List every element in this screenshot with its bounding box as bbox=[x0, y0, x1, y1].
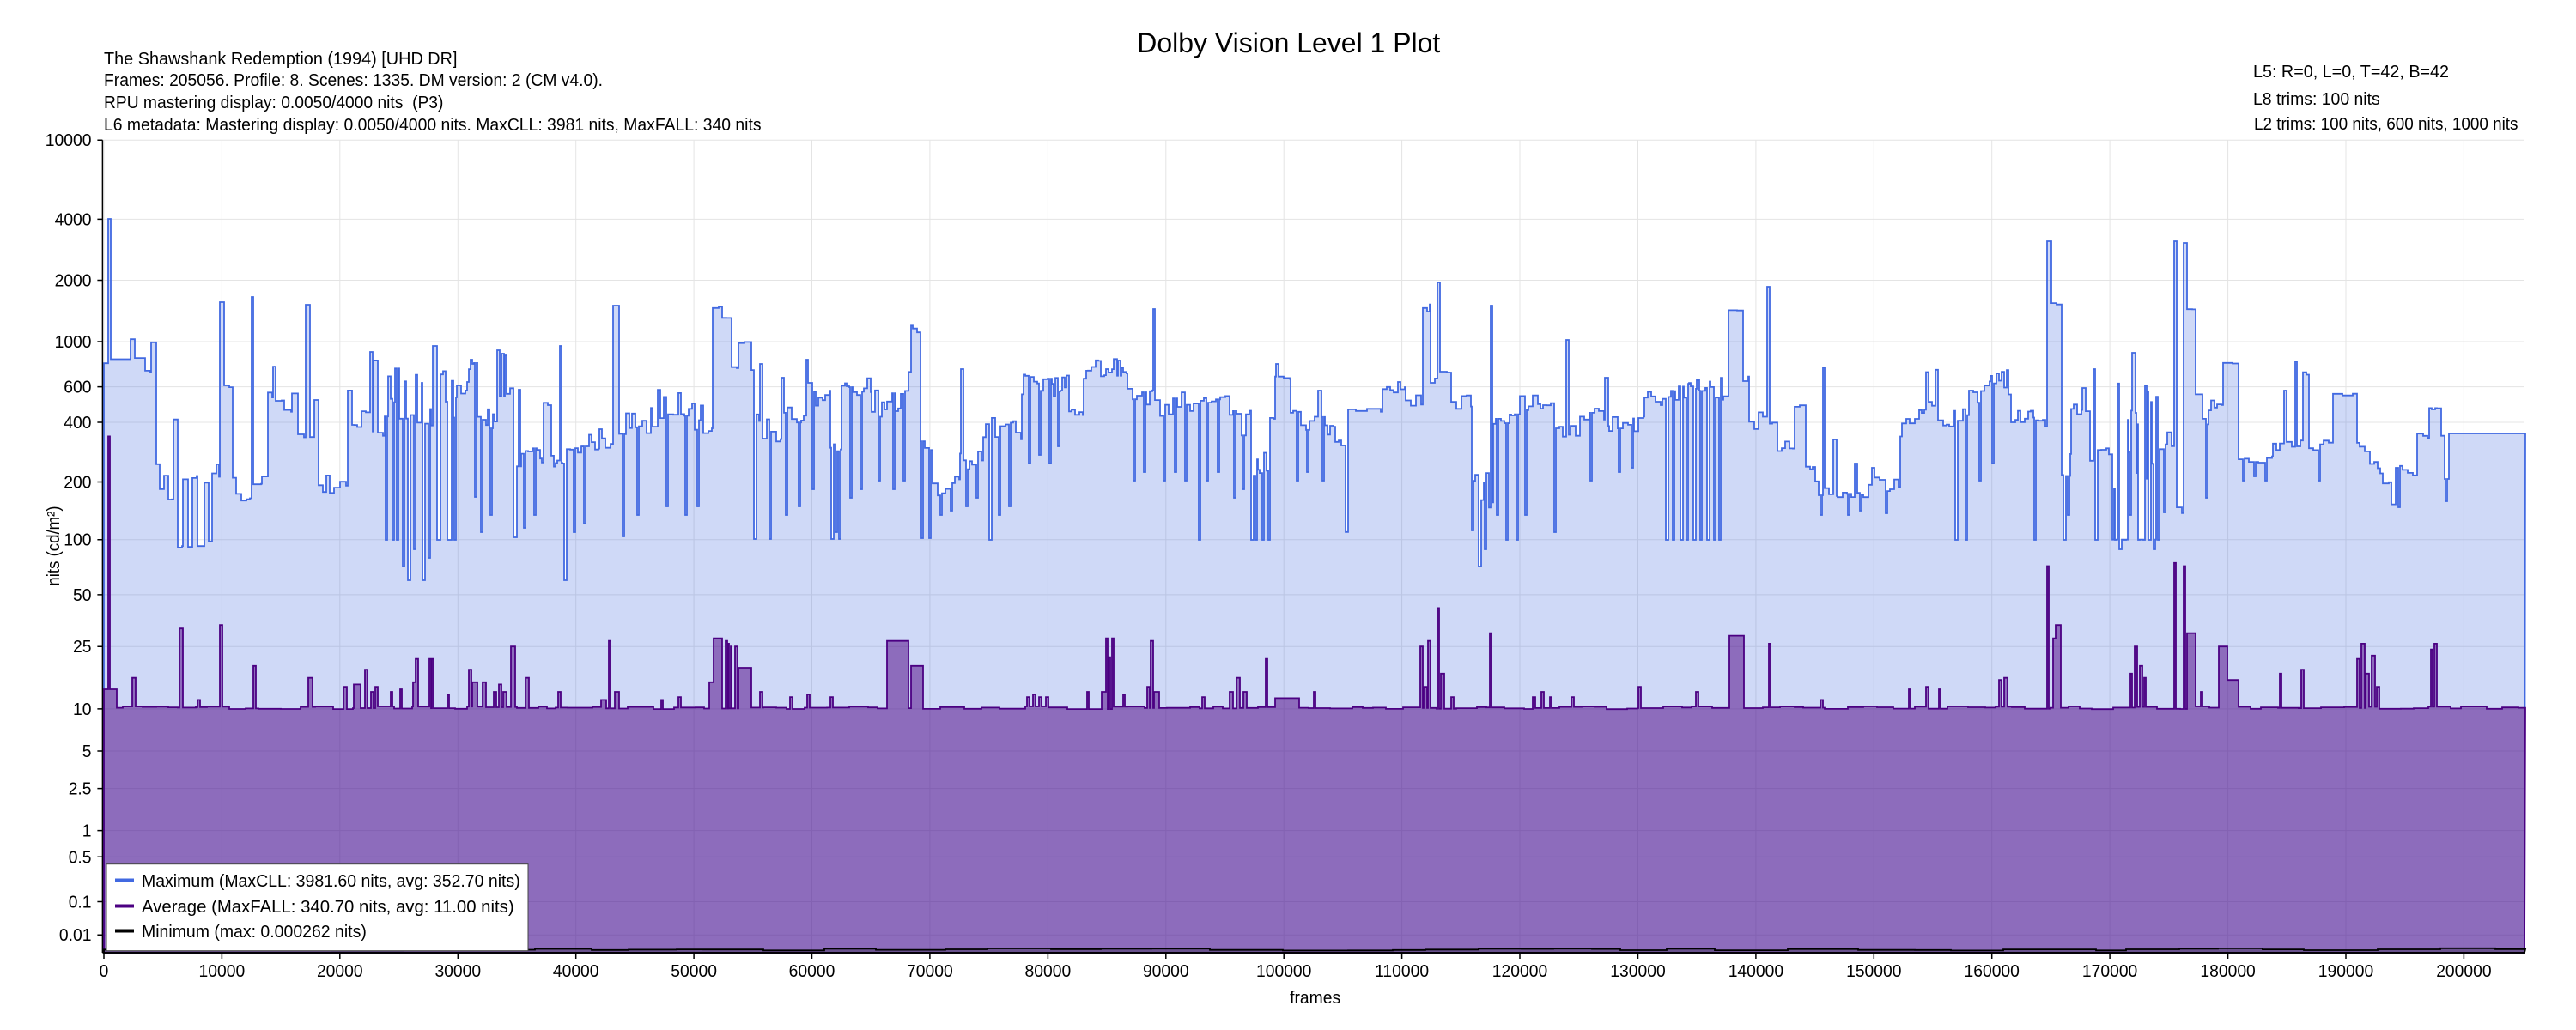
svg-text:600: 600 bbox=[64, 379, 91, 397]
svg-text:90000: 90000 bbox=[1143, 962, 1189, 981]
svg-text:200: 200 bbox=[64, 473, 91, 492]
svg-text:5: 5 bbox=[82, 742, 92, 761]
svg-text:2.5: 2.5 bbox=[69, 780, 92, 799]
svg-text:L6 metadata: Mastering display: L6 metadata: Mastering display: 0.0050/4… bbox=[104, 116, 762, 135]
svg-text:400: 400 bbox=[64, 414, 91, 433]
svg-text:10: 10 bbox=[73, 700, 92, 719]
svg-text:130000: 130000 bbox=[1610, 962, 1665, 981]
svg-text:Minimum (max: 0.000262 nits): Minimum (max: 0.000262 nits) bbox=[142, 923, 367, 942]
svg-text:nits (cd/m²): nits (cd/m²) bbox=[45, 506, 64, 585]
svg-text:0.5: 0.5 bbox=[69, 848, 92, 867]
svg-text:110000: 110000 bbox=[1375, 962, 1429, 981]
svg-text:30000: 30000 bbox=[434, 962, 481, 981]
svg-text:0.1: 0.1 bbox=[69, 894, 92, 912]
svg-text:L5: R=0, L=0, T=42, B=42: L5: R=0, L=0, T=42, B=42 bbox=[2253, 63, 2449, 82]
svg-text:The Shawshank Redemption (1994: The Shawshank Redemption (1994) [UHD DR] bbox=[104, 50, 458, 69]
svg-text:1: 1 bbox=[82, 822, 92, 841]
svg-text:10000: 10000 bbox=[199, 962, 246, 981]
svg-text:80000: 80000 bbox=[1025, 962, 1072, 981]
svg-text:160000: 160000 bbox=[1965, 962, 2020, 981]
svg-text:100: 100 bbox=[64, 531, 91, 550]
svg-text:50: 50 bbox=[73, 586, 92, 605]
svg-text:25: 25 bbox=[73, 638, 92, 657]
svg-text:60000: 60000 bbox=[789, 962, 835, 981]
svg-text:100000: 100000 bbox=[1256, 962, 1311, 981]
svg-text:120000: 120000 bbox=[1492, 962, 1547, 981]
svg-text:L8 trims: 100 nits: L8 trims: 100 nits bbox=[2253, 90, 2380, 109]
svg-text:180000: 180000 bbox=[2200, 962, 2255, 981]
svg-text:10000: 10000 bbox=[46, 131, 92, 150]
svg-text:190000: 190000 bbox=[2318, 962, 2373, 981]
svg-text:Dolby Vision Level 1 Plot: Dolby Vision Level 1 Plot bbox=[1137, 27, 1440, 58]
svg-text:1000: 1000 bbox=[55, 333, 92, 352]
svg-text:frames: frames bbox=[1290, 989, 1340, 1008]
svg-text:Maximum (MaxCLL: 3981.60 nits,: Maximum (MaxCLL: 3981.60 nits, avg: 352.… bbox=[142, 872, 520, 891]
svg-text:L2 trims: 100 nits, 600 nits,: L2 trims: 100 nits, 600 nits, 1000 nits bbox=[2254, 115, 2518, 134]
svg-text:0: 0 bbox=[100, 962, 109, 981]
svg-text:70000: 70000 bbox=[907, 962, 953, 981]
svg-text:4000: 4000 bbox=[55, 210, 92, 229]
svg-text:RPU mastering display: 0.0050/: RPU mastering display: 0.0050/4000 nits … bbox=[104, 94, 443, 112]
svg-text:50000: 50000 bbox=[671, 962, 717, 981]
svg-text:20000: 20000 bbox=[317, 962, 363, 981]
svg-text:170000: 170000 bbox=[2082, 962, 2137, 981]
svg-text:Frames: 205056. Profile: 8. Sc: Frames: 205056. Profile: 8. Scenes: 1335… bbox=[104, 71, 603, 90]
svg-text:140000: 140000 bbox=[1728, 962, 1783, 981]
svg-text:150000: 150000 bbox=[1846, 962, 1901, 981]
svg-text:Average (MaxFALL: 340.70 nits,: Average (MaxFALL: 340.70 nits, avg: 11.0… bbox=[142, 898, 514, 917]
svg-text:40000: 40000 bbox=[553, 962, 599, 981]
svg-text:0.01: 0.01 bbox=[59, 926, 92, 945]
svg-text:200000: 200000 bbox=[2436, 962, 2491, 981]
svg-text:2000: 2000 bbox=[55, 272, 92, 291]
